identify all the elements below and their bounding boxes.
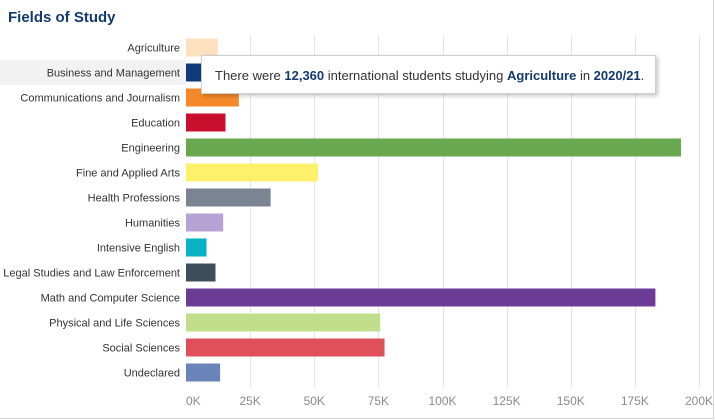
tooltip-count: 12,360: [284, 68, 325, 83]
x-tick-label: 125K: [493, 394, 521, 408]
category-label: Agriculture: [127, 43, 180, 55]
category-label: Legal Studies and Law Enforcement: [3, 268, 180, 280]
category-label: Humanities: [125, 218, 181, 230]
tooltip-prefix: There were: [215, 68, 285, 83]
category-label: Physical and Life Sciences: [49, 318, 180, 330]
bar: [186, 188, 271, 207]
category-label: Fine and Applied Arts: [76, 168, 180, 180]
bar: [186, 163, 319, 182]
tooltip-field: Agriculture: [506, 68, 577, 83]
bar: [186, 38, 218, 57]
x-tick-label: 200K: [685, 394, 713, 408]
tooltip-year: 2020/21: [593, 68, 641, 83]
x-tick-label: 0K: [186, 394, 201, 408]
category-label: Health Professions: [88, 193, 181, 205]
bar: [186, 338, 385, 357]
bar: [186, 138, 682, 157]
bar: [186, 288, 656, 307]
tooltip-suffix: .: [640, 68, 645, 83]
x-tick-label: 25K: [239, 394, 260, 408]
chart-title: Fields of Study: [8, 9, 116, 26]
x-tick-label: 100K: [428, 394, 456, 408]
x-tick-label: 50K: [304, 394, 325, 408]
bar: [186, 363, 221, 382]
bar: [186, 213, 224, 232]
category-label: Undeclared: [124, 368, 180, 380]
category-label: Math and Computer Science: [41, 293, 180, 305]
category-label: Business and Management: [47, 68, 180, 80]
category-label: Education: [131, 118, 180, 130]
category-label: Social Sciences: [102, 343, 180, 355]
bar: [186, 238, 207, 257]
category-label: Communications and Journalism: [20, 93, 180, 105]
bar: [186, 113, 226, 132]
x-tick-label: 175K: [621, 394, 649, 408]
category-label: Engineering: [121, 143, 180, 155]
category-label: Intensive English: [97, 243, 180, 255]
tooltip-in: in: [576, 68, 594, 83]
tooltip: There were 12,360 international students…: [201, 55, 656, 94]
bar: [186, 313, 381, 332]
bar: [186, 263, 216, 282]
x-tick-label: 75K: [368, 394, 389, 408]
x-tick-label: 150K: [557, 394, 585, 408]
bar: [186, 63, 202, 82]
highlight-row: [0, 60, 186, 85]
tooltip-middle: international students studying: [324, 68, 507, 83]
